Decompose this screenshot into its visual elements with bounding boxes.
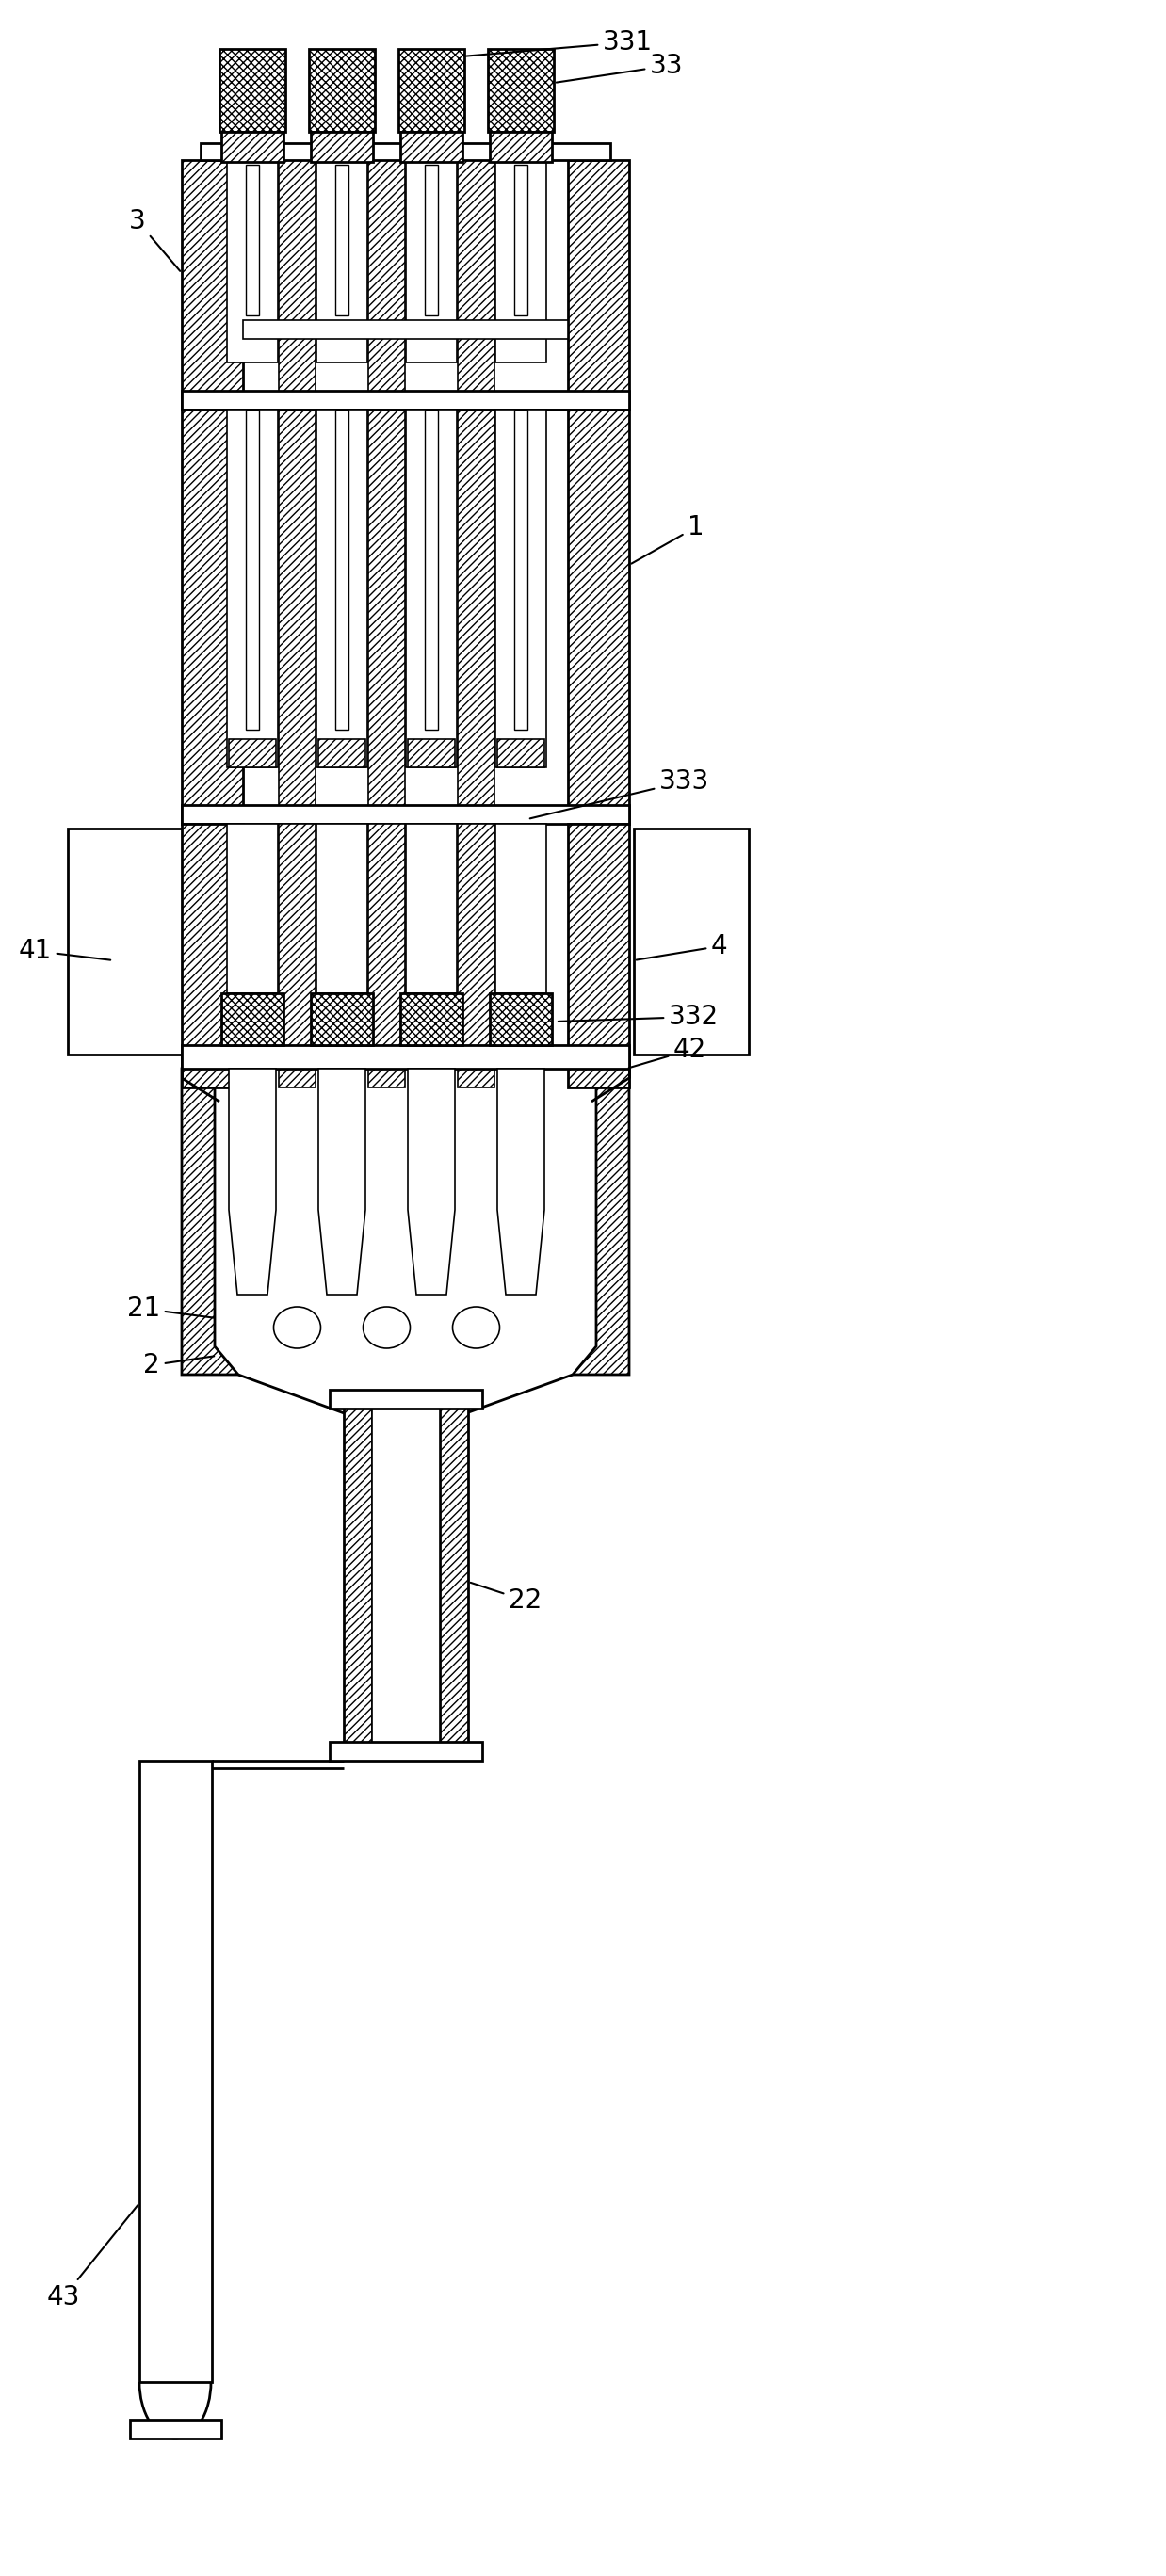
Bar [368,824,405,1087]
Bar [406,410,457,768]
Text: 22: 22 [471,1582,542,1613]
Bar [336,165,349,314]
Bar [182,392,630,410]
Text: 331: 331 [464,28,653,57]
Bar [368,410,405,824]
Bar [406,160,457,363]
Bar [201,144,610,160]
Bar [222,131,283,162]
Bar [424,410,438,729]
Bar [246,165,259,314]
Text: 2: 2 [143,1352,215,1378]
Text: 43: 43 [47,2205,138,2311]
Bar [219,49,286,131]
Bar [458,410,494,824]
Polygon shape [573,1069,630,1376]
Bar [568,160,630,410]
Bar [458,160,494,410]
Bar [309,49,374,131]
Bar [496,160,546,363]
Text: 333: 333 [531,768,709,819]
Text: 41: 41 [19,938,111,963]
Polygon shape [497,1069,545,1296]
Bar [514,410,527,729]
Bar [568,410,630,824]
Bar [140,1759,212,2383]
Bar [399,49,464,131]
Bar [311,994,373,1046]
Bar [496,824,546,994]
Bar [279,160,316,410]
Bar [330,1741,483,1759]
Bar [490,994,552,1046]
Bar [344,1404,372,1747]
Bar [568,824,630,1087]
Text: 1: 1 [632,515,704,564]
Bar [458,824,494,1087]
Bar [424,165,438,314]
Bar [372,1404,440,1747]
Text: 33: 33 [556,52,683,82]
Bar [316,160,367,363]
Polygon shape [318,1069,365,1296]
Bar [279,410,316,824]
Bar [279,824,316,1087]
Bar [311,131,373,162]
Polygon shape [182,1069,238,1376]
Bar [400,131,463,162]
Bar [330,1388,483,1409]
Bar [336,410,349,729]
Bar [514,165,527,314]
Bar [440,1404,468,1747]
Bar [182,160,243,410]
Polygon shape [229,1069,276,1296]
Bar [243,319,568,340]
Bar [316,824,367,994]
Bar [490,131,552,162]
Bar [246,410,259,729]
Bar [182,804,630,824]
Bar [318,739,365,768]
Bar [182,1046,630,1069]
Bar [487,49,554,131]
Text: 3: 3 [129,209,180,270]
Bar [316,410,367,768]
Bar [227,160,278,363]
Bar [634,829,749,1054]
Bar [400,994,463,1046]
Bar [227,410,278,768]
Bar [497,739,545,768]
Bar [368,160,405,410]
Bar [182,824,243,1087]
Bar [68,829,183,1054]
Bar [129,2419,222,2439]
Bar [496,410,546,768]
Text: 4: 4 [637,933,728,961]
Bar [229,739,276,768]
Polygon shape [408,1069,455,1296]
Text: 42: 42 [628,1036,707,1069]
Bar [182,410,243,824]
Bar [408,739,455,768]
Bar [227,824,278,994]
Text: 332: 332 [559,1005,718,1030]
Bar [222,994,283,1046]
Bar [406,824,457,994]
Text: 21: 21 [127,1296,215,1321]
